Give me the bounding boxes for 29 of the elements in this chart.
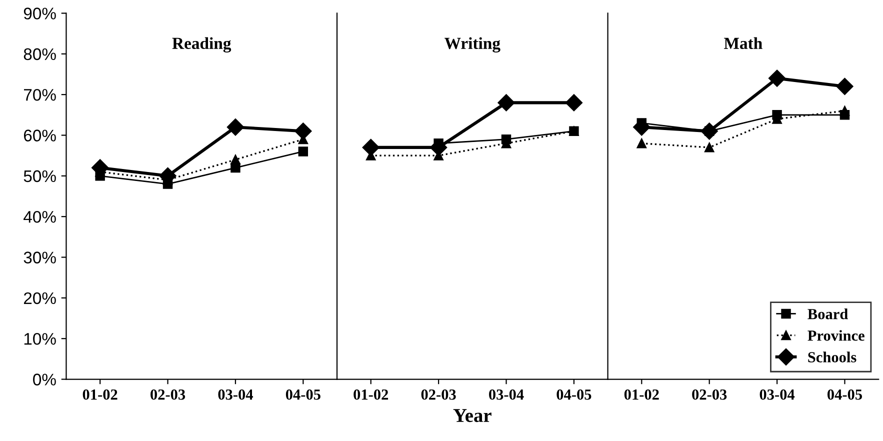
y-tick-label: 90% [24, 8, 56, 20]
y-tick-label: 40% [24, 210, 56, 223]
x-tick-label: 01-02 [354, 389, 388, 400]
x-tick-label: 01-02 [624, 389, 659, 400]
legend-label: Province [808, 330, 864, 341]
y-tick-label: 20% [24, 292, 56, 304]
y-tick-label: 50% [24, 170, 56, 182]
text: Math [724, 37, 762, 49]
y-tick-label: 70% [24, 88, 56, 101]
text: Reading [172, 37, 232, 52]
x-tick-label: 02-03 [150, 389, 186, 400]
legend-label: Board [808, 308, 848, 320]
x-tick-label: 02-03 [692, 389, 727, 400]
y-tick-label: 30% [24, 252, 56, 264]
legend-label: Schools [808, 352, 856, 362]
x-tick-label: 02-03 [421, 389, 456, 400]
x-tick-label: 04-05 [556, 389, 592, 400]
x-tick-label: 01-02 [82, 389, 118, 400]
x-tick-label: 03-04 [760, 389, 795, 400]
y-tick-label: 80% [24, 48, 56, 60]
x-tick-label: 03-04 [218, 389, 254, 400]
x-axis-title: Year [453, 409, 492, 422]
x-tick-label: 03-04 [489, 389, 524, 400]
x-tick-label: 04-05 [828, 389, 862, 400]
y-tick-label: 10% [24, 332, 56, 345]
y-tick-label: 60% [24, 130, 56, 142]
text: Writing [444, 37, 500, 52]
y-tick-label: 0% [33, 374, 56, 386]
x-tick-label: 04-05 [286, 389, 320, 400]
